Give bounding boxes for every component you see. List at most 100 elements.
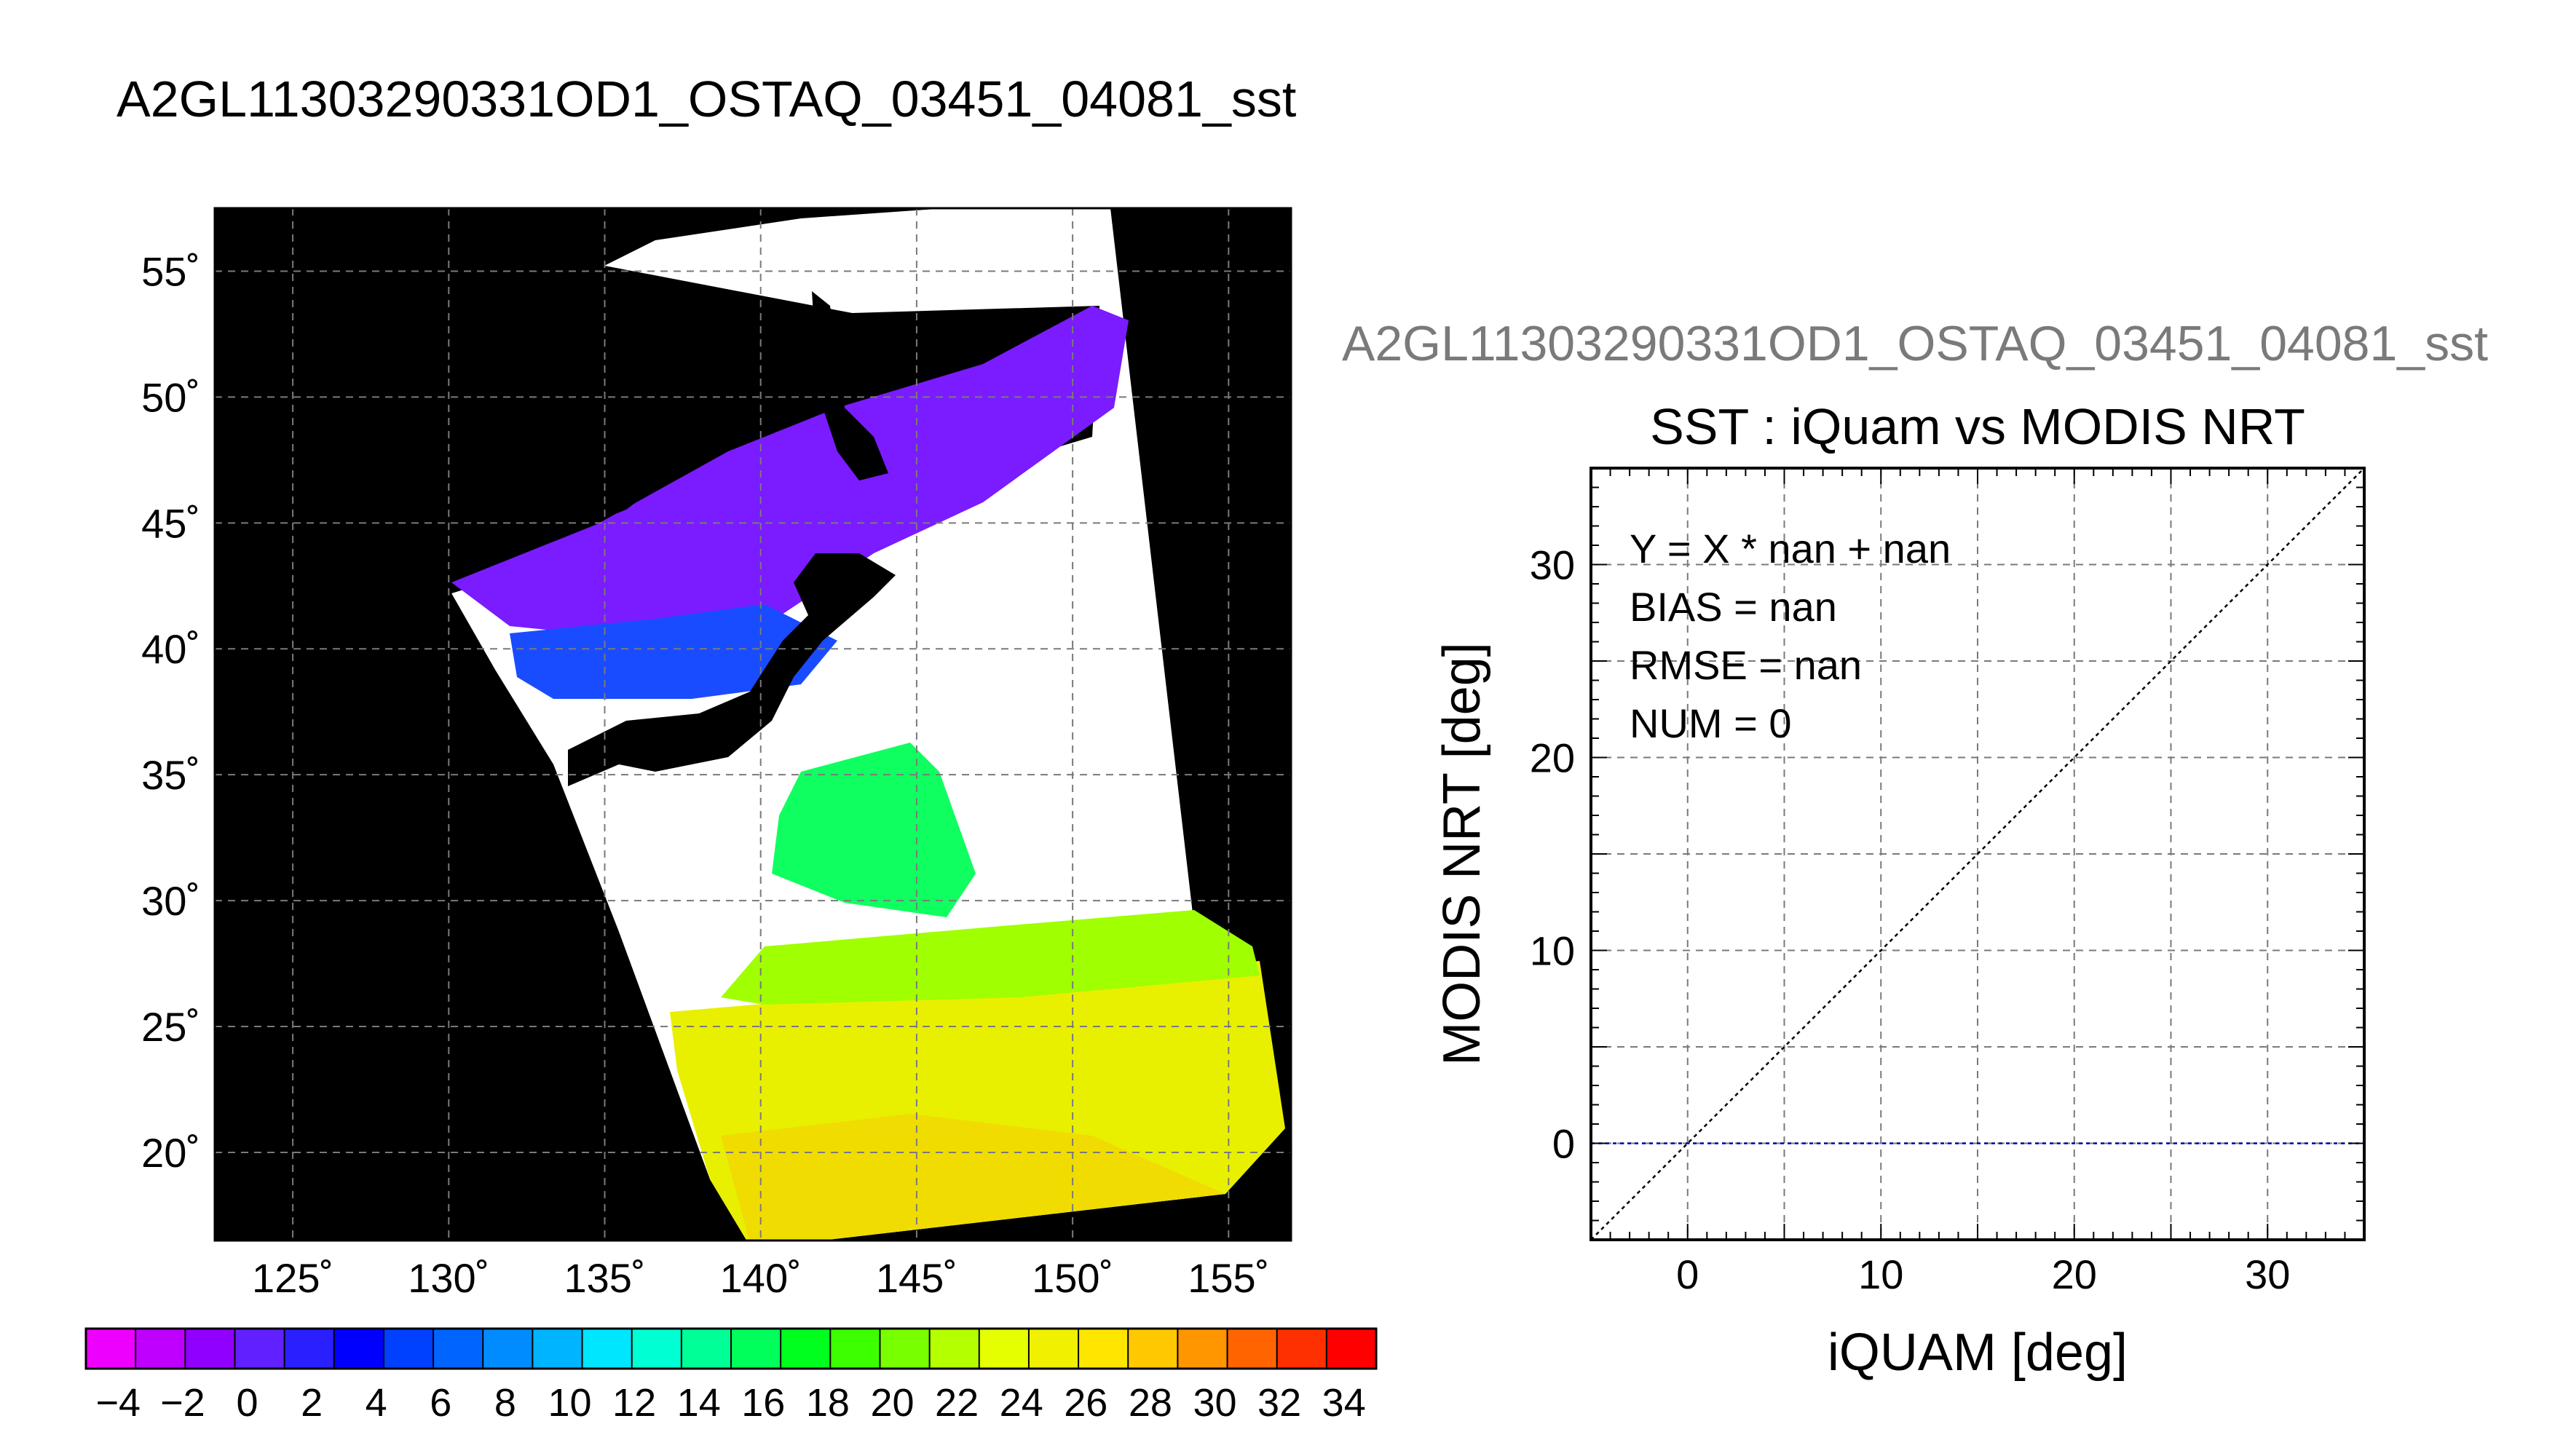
colorbar-tick-label: 18 [806, 1381, 850, 1425]
colorbar-cell [383, 1329, 434, 1369]
colorbar-cell [86, 1329, 136, 1369]
map-lat-tick-label: 45˚ [141, 500, 200, 546]
colorbar-cell [582, 1329, 633, 1369]
map-lon-tick-label: 135˚ [564, 1255, 645, 1301]
map-lat-tick-label: 20˚ [141, 1130, 200, 1176]
map-lat-tick-label: 55˚ [141, 248, 200, 294]
colorbar-tick-label: −4 [96, 1381, 141, 1425]
scatter-y-tick-label: 30 [1530, 542, 1575, 588]
scatter-x-tick-label: 20 [2052, 1251, 2097, 1297]
stat-num: NUM = 0 [1630, 700, 1792, 746]
colorbar-cell [284, 1329, 335, 1369]
colorbar-tick-label: 4 [366, 1381, 387, 1425]
map-title: A2GL11303290331OD1_OSTAQ_03451_04081_sst [117, 71, 1296, 127]
scatter-plot: 0 10 20 30 0 10 20 30 Y = X * nan + nan BIAS =… [1433, 467, 2366, 1382]
map-lon-tick-label: 125˚ [252, 1255, 333, 1301]
scatter-x-tick-label: 30 [2245, 1251, 2290, 1297]
colorbar-cell [1078, 1329, 1129, 1369]
colorbar-cell [1028, 1329, 1079, 1369]
land-japan [568, 553, 896, 786]
colorbar-tick-label: 8 [494, 1381, 516, 1425]
colorbar: −4 −2 0 2 4 6 8 10 12 14 16 18 20 22 24 26 28 30 32 34 [84, 1327, 1378, 1425]
land-sakhalin [812, 291, 888, 480]
scatter-title: SST : iQuam vs MODIS NRT [1650, 398, 2305, 455]
colorbar-cell [185, 1329, 235, 1369]
scatter-x-ticks: 0 10 20 30 [1676, 1251, 2290, 1297]
colorbar-tick-label: 30 [1193, 1381, 1236, 1425]
scatter-y-tick-label: 0 [1552, 1121, 1575, 1167]
map-lon-tick-label: 145˚ [876, 1255, 957, 1301]
colorbar-tick-label: 34 [1322, 1381, 1366, 1425]
map-lat-tick-label: 30˚ [141, 878, 200, 924]
colorbar-cell [681, 1329, 732, 1369]
scatter-y-tick-label: 10 [1530, 928, 1575, 974]
colorbar-tick-label: 32 [1257, 1381, 1301, 1425]
scatter-ylabel: MODIS NRT [deg] [1433, 642, 1491, 1066]
colorbar-tick-label: 10 [548, 1381, 591, 1425]
land-mainland [215, 208, 699, 582]
scatter-xlabel: iQUAM [deg] [1828, 1324, 2128, 1382]
colorbar-cell [731, 1329, 781, 1369]
map-lat-tick-label: 40˚ [141, 626, 200, 672]
scatter-x-tick-label: 10 [1858, 1251, 1903, 1297]
sst-region-hot [721, 1114, 1225, 1241]
scatter-file-title: A2GL11303290331OD1_OSTAQ_03451_04081_sst [1342, 316, 2488, 371]
map-lat-tick-label: 50˚ [141, 374, 200, 420]
scatter-minor-ticks [1590, 467, 2365, 1241]
colorbar-tick-label: 22 [935, 1381, 979, 1425]
map-lat-tick-label: 35˚ [141, 752, 200, 798]
stats-annotations: Y = X * nan + nan BIAS = nan RMSE = nan … [1630, 526, 1951, 746]
colorbar-cell [433, 1329, 483, 1369]
colorbar-cell [1128, 1329, 1178, 1369]
colorbar-tick-label: 12 [612, 1381, 656, 1425]
colorbar-cell [1227, 1329, 1278, 1369]
stat-equation: Y = X * nan + nan [1630, 526, 1951, 571]
colorbar-cell [135, 1329, 186, 1369]
colorbar-cell [532, 1329, 583, 1369]
colorbar-tick-label: 6 [430, 1381, 451, 1425]
scatter-y-ticks: 0 10 20 30 [1530, 542, 1575, 1167]
stat-bias: BIAS = nan [1630, 584, 1837, 630]
sst-region-green [772, 743, 976, 917]
colorbar-tick-label: 2 [301, 1381, 323, 1425]
scatter-x-tick-label: 0 [1676, 1251, 1699, 1297]
map-lon-tick-label: 140˚ [720, 1255, 802, 1301]
colorbar-tick-label: 16 [741, 1381, 785, 1425]
colorbar-tick-label: 20 [870, 1381, 914, 1425]
colorbar-cell [1276, 1329, 1327, 1369]
colorbar-labels: −4 −2 0 2 4 6 8 10 12 14 16 18 20 22 24 26 28 30 32 34 [96, 1381, 1366, 1425]
colorbar-cell [631, 1329, 682, 1369]
map-lat-ticks: 55˚ 50˚ 45˚ 40˚ 35˚ 30˚ 25˚ 20˚ [141, 248, 200, 1175]
colorbar-cell [830, 1329, 880, 1369]
colorbar-cell [880, 1329, 931, 1369]
map-grid [215, 208, 1291, 1241]
colorbar-cell [234, 1329, 285, 1369]
colorbar-tick-label: 0 [236, 1381, 258, 1425]
sst-region-subtropical [721, 910, 1260, 1005]
map-lon-tick-label: 130˚ [408, 1255, 489, 1301]
colorbar-tick-label: −2 [160, 1381, 205, 1425]
colorbar-cell [333, 1329, 384, 1369]
colorbar-tick-label: 28 [1129, 1381, 1172, 1425]
colorbar-cell [1326, 1329, 1377, 1369]
one-to-one-line [1591, 468, 2364, 1240]
colorbar-cell [1177, 1329, 1228, 1369]
colorbar-tick-label: 24 [1000, 1381, 1043, 1425]
colorbar-frame [84, 1327, 1378, 1370]
map-lon-ticks: 125˚ 130˚ 135˚ 140˚ 145˚ 150˚ 155˚ [252, 1255, 1269, 1301]
colorbar-cell [483, 1329, 533, 1369]
sst-region-cold-blue [510, 604, 837, 699]
scatter-y-tick-label: 20 [1530, 735, 1575, 781]
map-lon-tick-label: 150˚ [1032, 1255, 1113, 1301]
colorbar-tick-label: 14 [677, 1381, 721, 1425]
map-lon-tick-label: 155˚ [1188, 1255, 1269, 1301]
stat-rmse: RMSE = nan [1630, 642, 1862, 688]
colorbar-cells [86, 1329, 1377, 1369]
colorbar-cell [929, 1329, 980, 1369]
colorbar-cell [979, 1329, 1030, 1369]
colorbar-tick-label: 26 [1064, 1381, 1107, 1425]
colorbar-cell [781, 1329, 831, 1369]
map-frame [213, 207, 1292, 1242]
sst-region-cold-violet [451, 306, 1129, 641]
